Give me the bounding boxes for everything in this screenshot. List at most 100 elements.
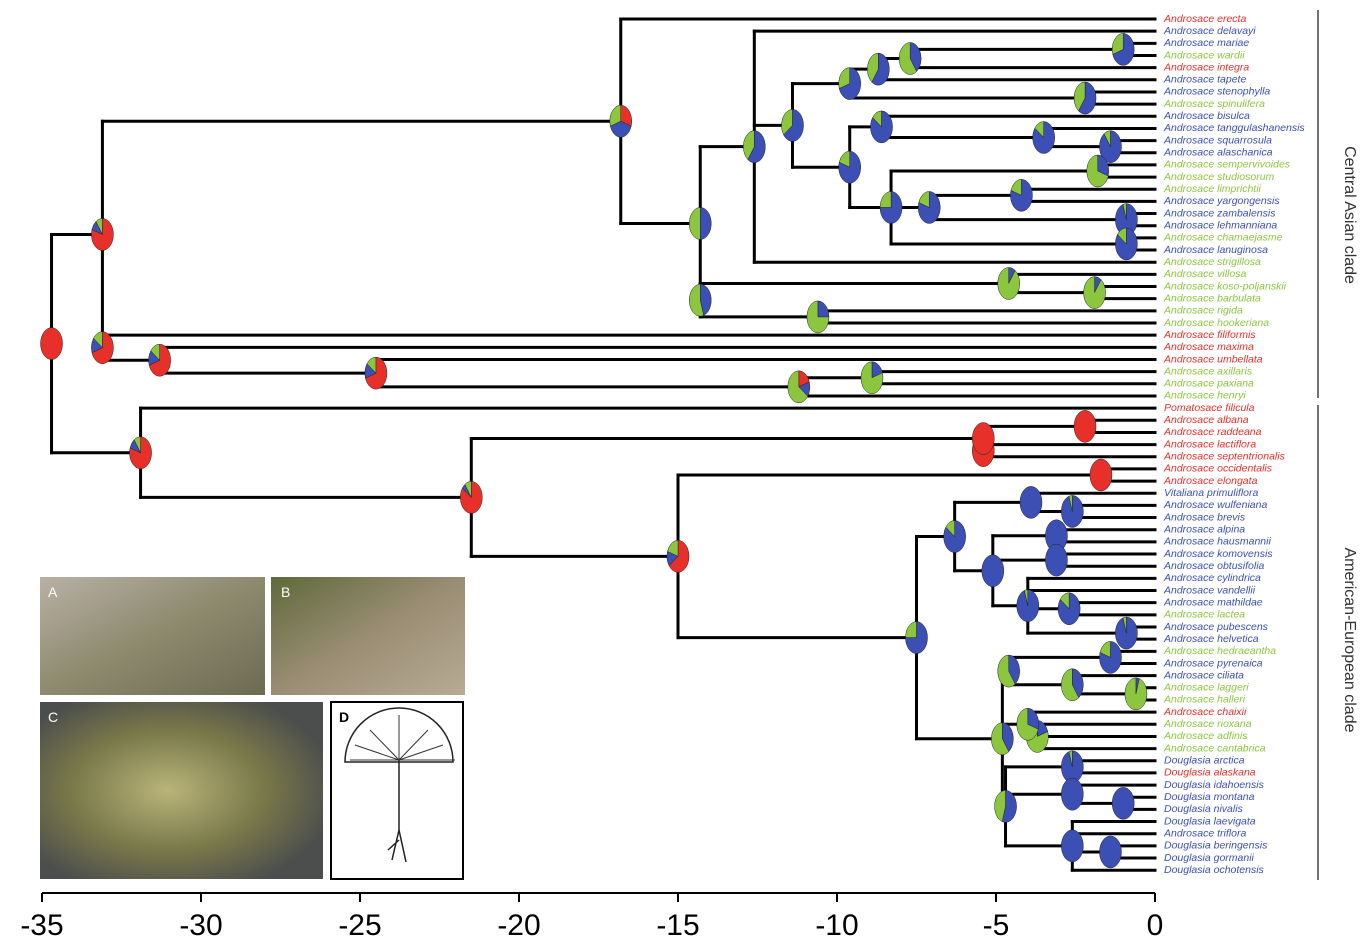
pie-slice (1061, 777, 1084, 811)
clade-label: Central Asian clade (1341, 146, 1358, 284)
pie-slice (668, 540, 690, 573)
photo-a (40, 577, 265, 695)
taxon-label: Androsace maxima (1163, 341, 1254, 353)
pie-slice (1061, 829, 1084, 863)
taxon-label: Androsace cantabrica (1163, 742, 1266, 754)
cushion-branches (350, 715, 455, 761)
taxon-label: Androsace lanuginosa (1163, 244, 1268, 256)
pie-slice (1097, 154, 1109, 177)
taxon-label: Androsace mariae (1163, 37, 1249, 49)
taxon-label: Androsace brevis (1163, 511, 1246, 523)
taxon-label: Androsace sempervivoides (1163, 159, 1291, 171)
taxon-label: Androsace strigillosa (1163, 256, 1261, 268)
pie-slice (905, 621, 917, 638)
taxon-label: Androsace zambalensis (1163, 207, 1276, 219)
pie-slice (667, 540, 679, 557)
pie-slice (1008, 654, 1020, 685)
pie-slice (1068, 750, 1073, 767)
pie-slice (1099, 641, 1111, 658)
pie-slice (1027, 708, 1040, 730)
pie-slice (689, 283, 704, 317)
pie-slice (1073, 81, 1086, 112)
pie-slice (909, 42, 922, 72)
taxon-label: Androsace tanggulashanensis (1163, 122, 1305, 134)
pie-slice (981, 554, 1005, 588)
taxon-label: Pomatosace filicula (1164, 402, 1255, 414)
taxon-label: Androsace koso-poljanskii (1163, 280, 1287, 292)
pie-slice (40, 327, 63, 360)
taxon-label: Androsace ciliata (1163, 669, 1244, 681)
taxon-label: Androsace henryi (1163, 390, 1246, 402)
pie-slice (991, 722, 1010, 755)
taxon-label: Douglasia ochotensis (1164, 864, 1265, 876)
taxon-label: Androsace pyrenaica (1163, 657, 1263, 669)
taxon-label: Androsace elongata (1163, 475, 1258, 487)
taxon-label: Androsace laggeri (1163, 682, 1249, 694)
pie-slice (1016, 708, 1039, 741)
pie-slice (898, 42, 917, 75)
taxon-label: Androsace lactiflora (1163, 438, 1256, 450)
pie-slice (1061, 668, 1080, 702)
pie-slice (1124, 677, 1148, 711)
taxon-label: Androsace cylindrica (1163, 572, 1261, 584)
pie-slice (945, 520, 955, 538)
pie-slice (464, 481, 472, 498)
taxon-label: Androsace barbulata (1163, 292, 1261, 304)
x-tick-label: 0 (1147, 909, 1164, 942)
taxon-label: Androsace wardii (1163, 49, 1245, 61)
pie-slice (879, 191, 903, 224)
panel-label: C (48, 709, 58, 725)
pie-slice (1122, 616, 1127, 634)
taxon-label: Androsace raddeana (1163, 426, 1262, 438)
taxon-label: Androsace mathildae (1163, 596, 1263, 608)
cushion-sketch (344, 707, 454, 763)
taxon-label: Androsace paxiana (1163, 378, 1254, 390)
pie-slice (1089, 458, 1113, 492)
pie-slice (879, 191, 892, 208)
pie-slice (1086, 154, 1109, 188)
pie-slice (1024, 589, 1029, 606)
taxon-label: Androsace hausmannii (1163, 536, 1271, 548)
taxon-label: Androsace chaixii (1163, 706, 1247, 718)
pie-slice (1072, 668, 1084, 699)
pie-slice (95, 218, 103, 235)
taxon-label: Androsace hedraeantha (1163, 645, 1276, 657)
pie-slice (1122, 203, 1127, 220)
taxon-label: Androsace alpina (1163, 524, 1245, 536)
pie-slice (918, 191, 930, 208)
pie-slice (817, 300, 830, 318)
taxon-label: Douglasia gormanii (1164, 852, 1255, 864)
x-tick-label: -15 (656, 909, 699, 942)
taxon-label: Androsace villosa (1163, 268, 1246, 280)
pie-slice (93, 331, 103, 349)
pie-slice (838, 67, 850, 89)
pie-slice (905, 621, 928, 654)
pie-slice (860, 361, 884, 394)
pie-slice (609, 104, 622, 127)
panel-label: B (281, 584, 290, 600)
pie-slice (997, 654, 1016, 688)
pie-slice (1111, 33, 1124, 55)
pie-slice (1045, 543, 1068, 577)
taxon-label: Androsace halleri (1163, 694, 1246, 706)
taxon-label: Vitaliana primuliflora (1164, 487, 1259, 499)
pie-slice (743, 130, 755, 161)
taxon-label: Douglasia idahoensis (1164, 779, 1265, 791)
taxon-label: Androsace bisulca (1163, 110, 1250, 122)
pie-slice (994, 790, 1006, 822)
taxon-label: Androsace hookeriana (1163, 317, 1269, 329)
pie-slice (867, 52, 879, 83)
taxon-label: Androsace tapete (1163, 74, 1246, 86)
taxon-label: Androsace vandellii (1163, 584, 1256, 596)
taxon-label: Douglasia beringensis (1164, 840, 1268, 852)
pie-slice (1112, 33, 1135, 66)
pie-slice (366, 356, 377, 374)
taxon-label: Douglasia arctica (1164, 755, 1245, 767)
pie-slice (1083, 276, 1106, 309)
taxon-label: Androsace occidentalis (1163, 463, 1273, 475)
pies (40, 33, 1148, 869)
pie-slice (781, 109, 793, 136)
pie-slice (1099, 835, 1122, 869)
pie-slice (838, 67, 861, 100)
pie-slice (700, 207, 712, 240)
